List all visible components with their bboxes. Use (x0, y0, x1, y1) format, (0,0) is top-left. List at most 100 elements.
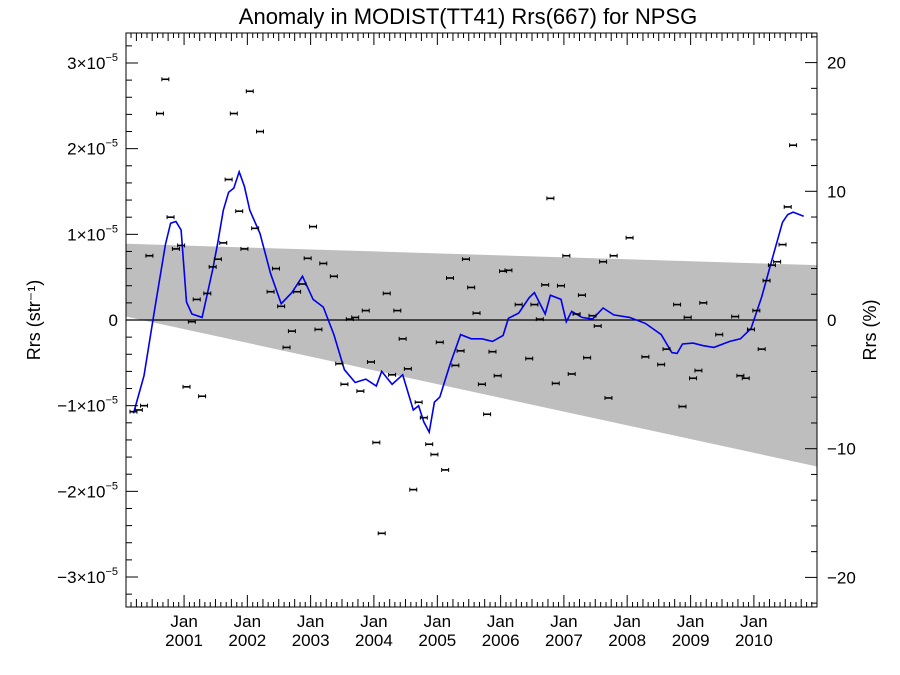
data-point (430, 452, 439, 457)
data-point (298, 282, 307, 287)
data-point (736, 373, 745, 378)
data-point (488, 349, 497, 354)
y-left-tick-label: −1×10−5 (57, 395, 118, 416)
data-point (356, 389, 365, 394)
data-point (277, 304, 286, 309)
data-point (546, 196, 555, 201)
data-point (219, 240, 228, 245)
data-point (694, 368, 703, 373)
data-point (535, 317, 544, 322)
data-point (541, 282, 550, 287)
data-point (240, 246, 249, 251)
y-left-tick-label: 1×10−5 (67, 223, 118, 244)
x-tick-year-label: 2001 (165, 631, 203, 650)
data-point (145, 253, 154, 258)
data-point (377, 531, 386, 536)
data-point (746, 327, 755, 332)
x-tick-month-label: Jan (613, 612, 640, 631)
data-point (461, 257, 470, 262)
data-point (192, 297, 201, 302)
data-point (208, 264, 217, 269)
data-point (752, 308, 761, 313)
x-tick-month-label: Jan (550, 612, 577, 631)
data-point (551, 381, 560, 386)
data-point (715, 332, 724, 337)
x-tick-month-label: Jan (297, 612, 324, 631)
data-point (773, 259, 782, 264)
chart-title: Anomaly in MODIST(TT41) Rrs(667) for NPS… (239, 4, 697, 29)
data-point (783, 204, 792, 209)
data-point (446, 276, 455, 281)
data-point (567, 371, 576, 376)
data-point (641, 354, 650, 359)
y-axis-left-title: Rrs (str⁻¹) (24, 280, 44, 360)
data-point (419, 415, 428, 420)
data-point (789, 143, 798, 148)
y-left-tick-label: 2×10−5 (67, 138, 118, 159)
x-tick-year-label: 2008 (608, 631, 646, 650)
data-point (329, 274, 338, 279)
points-layer (129, 77, 798, 536)
y-right-tick-label: 10 (827, 182, 846, 201)
data-point (562, 253, 571, 258)
data-point (198, 394, 207, 399)
x-tick-year-label: 2009 (672, 631, 710, 650)
data-point (577, 293, 586, 298)
x-tick-month-label: Jan (740, 612, 767, 631)
data-point (251, 226, 260, 231)
data-point (435, 340, 444, 345)
data-point (398, 336, 407, 341)
data-point (467, 285, 476, 290)
data-point (657, 362, 666, 367)
y-right-tick-label: −10 (827, 440, 856, 459)
data-point (403, 366, 412, 371)
y-left-tick-label: 0 (109, 311, 118, 330)
data-point (293, 289, 302, 294)
data-point (588, 313, 597, 318)
smoothed-anomaly-line (132, 169, 804, 435)
data-point (282, 345, 291, 350)
x-tick-month-label: Jan (487, 612, 514, 631)
data-point (572, 312, 581, 317)
x-tick-month-label: Jan (677, 612, 704, 631)
y-right-tick-label: 0 (827, 311, 836, 330)
data-point (441, 467, 450, 472)
uncertainty-band-layer (126, 243, 817, 467)
data-point (229, 111, 238, 116)
data-point (171, 246, 180, 251)
data-point (414, 400, 423, 405)
data-point (609, 253, 618, 258)
data-point (493, 373, 502, 378)
x-tick-year-label: 2003 (292, 631, 330, 650)
data-point (514, 302, 523, 307)
data-point (256, 129, 265, 134)
data-point (741, 376, 750, 381)
data-point (731, 314, 740, 319)
data-point (382, 291, 391, 296)
y-right-tick-label: −20 (827, 568, 856, 587)
data-point (351, 315, 360, 320)
data-point (372, 440, 381, 445)
data-point (140, 403, 149, 408)
data-point (303, 256, 312, 261)
data-point (271, 266, 280, 271)
x-tick-year-label: 2002 (228, 631, 266, 650)
x-tick-year-label: 2006 (482, 631, 520, 650)
data-point (366, 359, 375, 364)
data-point (604, 395, 613, 400)
data-point (625, 235, 634, 240)
data-point (425, 442, 434, 447)
data-point (309, 224, 318, 229)
data-point (245, 89, 254, 94)
data-point (662, 347, 671, 352)
y-left-tick-label: −3×10−5 (57, 566, 118, 587)
data-point (456, 348, 465, 353)
data-point (177, 243, 186, 248)
x-tick-year-label: 2010 (735, 631, 773, 650)
data-point (335, 361, 344, 366)
x-tick-month-label: Jan (234, 612, 261, 631)
y-left-tick-label: 3×10−5 (67, 52, 118, 73)
data-point (583, 355, 592, 360)
y-axis-right-title: Rrs (%) (860, 300, 880, 361)
y-right-tick-label: 20 (827, 54, 846, 73)
